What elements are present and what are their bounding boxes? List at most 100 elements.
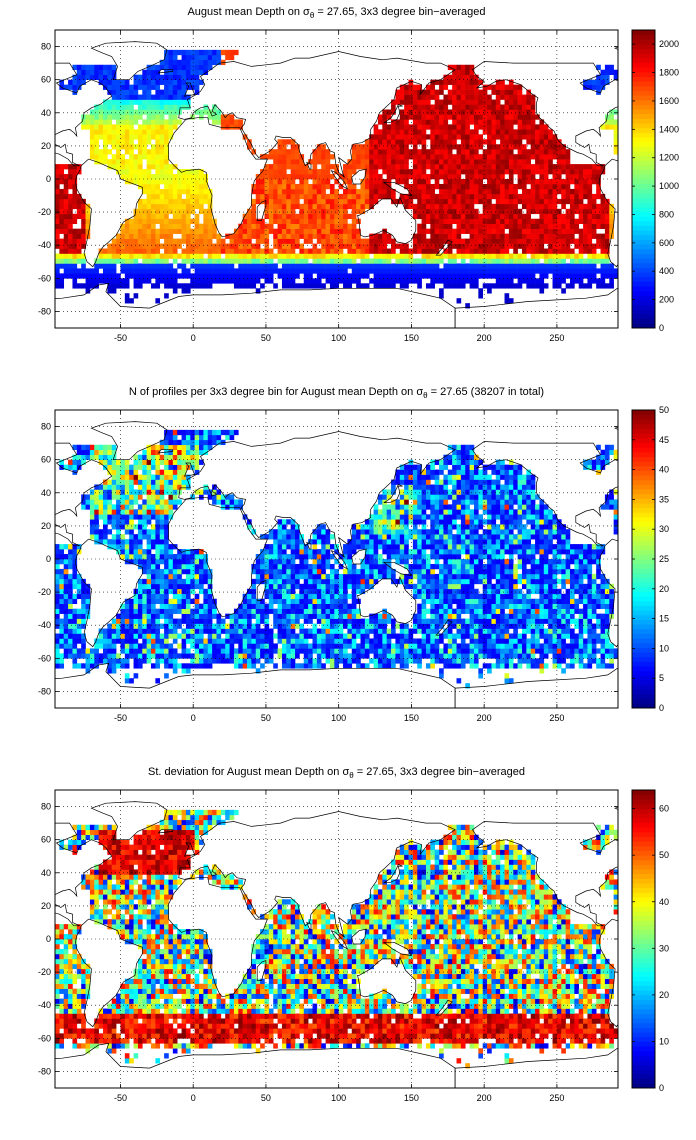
data-cell bbox=[430, 228, 435, 234]
data-cell bbox=[583, 268, 588, 274]
data-cell bbox=[565, 183, 571, 190]
data-cell bbox=[517, 258, 523, 264]
data-cell bbox=[382, 623, 387, 629]
data-cell bbox=[98, 248, 104, 254]
data-cell bbox=[207, 228, 213, 234]
data-cell bbox=[439, 243, 444, 249]
data-cell bbox=[146, 218, 152, 224]
data-cell bbox=[391, 154, 396, 160]
data-cell bbox=[439, 149, 444, 155]
data-cell bbox=[596, 633, 601, 639]
data-cell bbox=[351, 653, 357, 659]
data-cell bbox=[417, 283, 422, 289]
data-cell bbox=[273, 174, 278, 180]
data-cell bbox=[382, 263, 387, 269]
data-cell bbox=[299, 213, 305, 220]
data-cell bbox=[181, 99, 187, 105]
data-cell bbox=[63, 203, 69, 210]
data-cell bbox=[155, 228, 161, 234]
data-cell bbox=[430, 208, 435, 215]
data-cell bbox=[565, 263, 571, 269]
data-cell bbox=[439, 253, 444, 259]
data-cell bbox=[535, 218, 540, 224]
data-cell bbox=[391, 169, 396, 175]
data-cell bbox=[351, 233, 357, 239]
data-cell bbox=[434, 218, 440, 224]
colorbar-segment bbox=[632, 304, 655, 310]
data-cell bbox=[225, 278, 230, 284]
data-cell bbox=[421, 643, 427, 649]
data-cell bbox=[159, 273, 165, 279]
data-cell bbox=[168, 188, 174, 195]
data-cell bbox=[76, 283, 82, 289]
data-cell bbox=[72, 258, 78, 264]
data-cell bbox=[495, 653, 501, 659]
data-cell bbox=[504, 179, 510, 185]
data-cell bbox=[199, 203, 204, 210]
data-cell bbox=[517, 119, 523, 125]
data-cell bbox=[164, 208, 169, 215]
data-cell bbox=[508, 179, 514, 185]
data-cell bbox=[491, 109, 497, 115]
data-cell bbox=[425, 663, 431, 669]
data-cell bbox=[68, 164, 73, 170]
data-cell bbox=[308, 248, 313, 254]
data-cell bbox=[155, 183, 161, 190]
data-cell bbox=[360, 154, 366, 160]
data-cell bbox=[521, 253, 527, 259]
data-cell bbox=[478, 213, 483, 220]
data-cell bbox=[377, 139, 383, 145]
data-cell bbox=[377, 643, 383, 649]
data-cell bbox=[495, 238, 501, 244]
data-cell bbox=[55, 233, 60, 239]
data-cell bbox=[308, 213, 313, 220]
data-cell bbox=[465, 623, 470, 629]
data-cell bbox=[377, 268, 383, 274]
data-cell bbox=[521, 149, 527, 155]
data-cell bbox=[116, 109, 121, 115]
data-cell bbox=[500, 648, 505, 654]
data-cell bbox=[565, 253, 571, 259]
data-cell bbox=[452, 144, 457, 150]
data-cell bbox=[347, 633, 353, 639]
data-cell bbox=[552, 263, 558, 269]
data-cell bbox=[469, 228, 475, 234]
data-cell bbox=[521, 238, 527, 244]
data-cell bbox=[316, 233, 322, 239]
data-cell bbox=[255, 658, 261, 664]
data-cell bbox=[268, 213, 274, 220]
data-cell bbox=[316, 183, 322, 190]
data-cell bbox=[447, 109, 453, 115]
data-cell bbox=[439, 268, 444, 274]
data-cell bbox=[513, 89, 518, 95]
data-cell bbox=[469, 628, 475, 634]
data-cell bbox=[495, 169, 501, 175]
data-cell bbox=[351, 248, 357, 254]
data-cell bbox=[430, 134, 435, 140]
data-cell bbox=[539, 188, 545, 195]
data-cell bbox=[220, 628, 226, 634]
data-cell bbox=[460, 638, 466, 644]
data-cell bbox=[233, 233, 239, 239]
colorbar-segment bbox=[632, 85, 655, 91]
data-cell bbox=[500, 208, 505, 215]
data-cell bbox=[417, 273, 422, 279]
data-cell bbox=[517, 218, 523, 224]
colorbar-segment bbox=[632, 183, 655, 189]
data-cell bbox=[569, 193, 575, 200]
data-cell bbox=[308, 159, 313, 165]
data-cell bbox=[412, 278, 418, 284]
data-cell bbox=[247, 653, 252, 659]
data-cell bbox=[478, 124, 483, 130]
data-cell bbox=[495, 223, 501, 229]
data-cell bbox=[212, 263, 217, 269]
data-cell bbox=[456, 89, 462, 95]
data-cell bbox=[535, 188, 540, 195]
data-cell bbox=[55, 179, 60, 185]
data-cell bbox=[465, 129, 470, 135]
data-cell bbox=[500, 248, 505, 254]
data-cell bbox=[325, 278, 331, 284]
data-cell bbox=[360, 638, 366, 644]
data-cell bbox=[247, 263, 252, 269]
data-cell bbox=[596, 648, 601, 654]
